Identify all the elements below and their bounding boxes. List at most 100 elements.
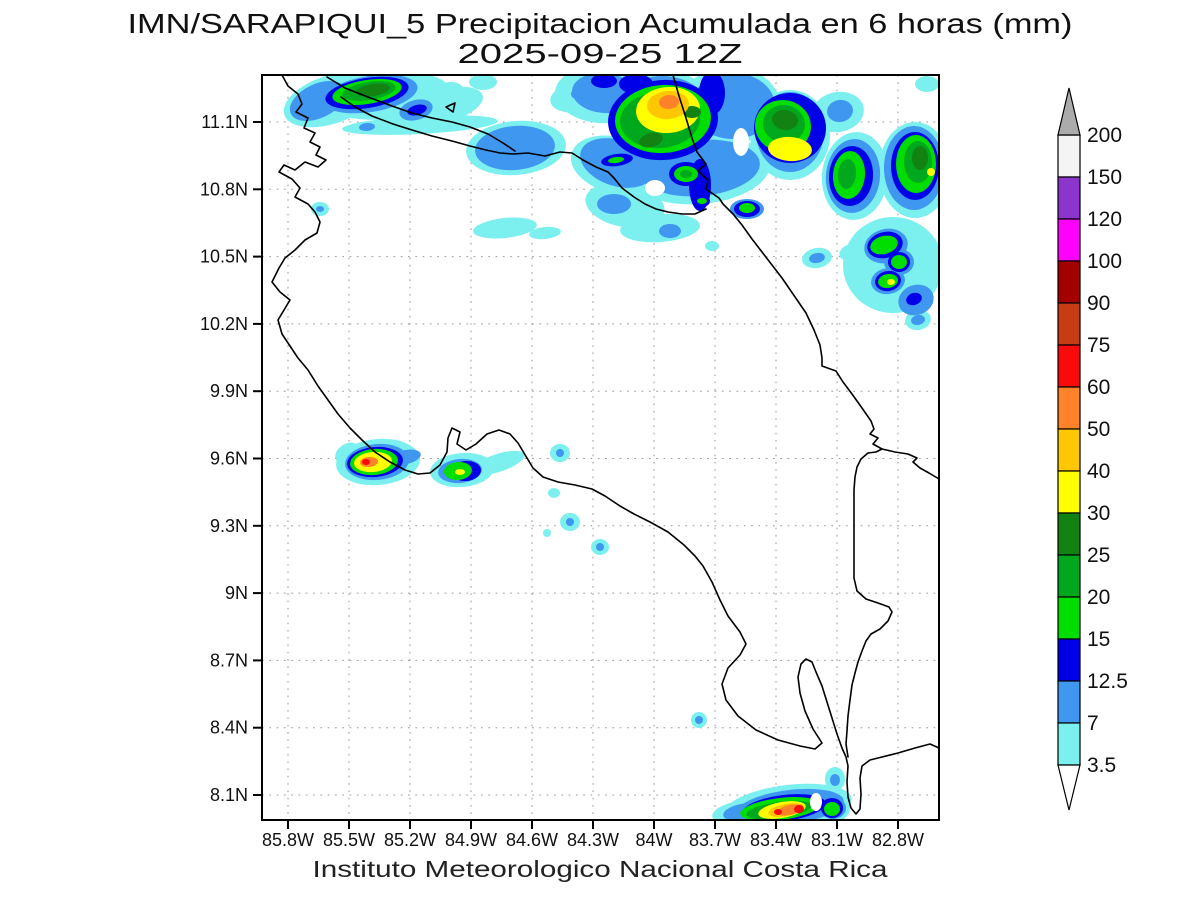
precip-contour-wh — [733, 128, 749, 156]
lat-tick-label: 11.1N — [201, 112, 248, 132]
precip-contour-rb — [830, 774, 840, 786]
precip-contour-wh — [645, 180, 665, 196]
lat-tick-label: 9.3N — [210, 516, 248, 536]
colorbar-segment — [1057, 554, 1081, 598]
colorbar-tick-label: 150 — [1087, 166, 1122, 189]
lat-tick-label: 9.9N — [210, 381, 248, 401]
coastline-path — [672, 75, 939, 480]
precip-contour-rb — [475, 125, 555, 171]
precip-contour-cy — [915, 76, 939, 92]
precip-contour-rb — [556, 449, 564, 457]
precip-contour-cy — [439, 82, 463, 96]
colorbar-segment — [1057, 302, 1081, 346]
colorbar-segment — [1057, 260, 1081, 304]
colorbar-segment — [1057, 680, 1081, 724]
precip-contour-rb — [596, 543, 604, 551]
footer-institution: Instituto Meteorologico Nacional Costa R… — [313, 856, 888, 882]
precip-contour-cy — [469, 75, 497, 90]
precip-contour-g2 — [837, 159, 857, 189]
precip-contour-cy — [473, 217, 537, 239]
precip-contour-g3 — [891, 255, 907, 269]
colorbar-tick-label: 30 — [1087, 502, 1110, 525]
lat-tick-label: 10.2N — [200, 314, 248, 334]
precip-contour-rb — [911, 314, 925, 326]
lon-tick-label: 85.8W — [262, 830, 314, 850]
lat-tick-label: 8.4N — [210, 718, 248, 738]
lat-tick-label: 8.7N — [210, 650, 248, 670]
precip-contour-cy — [839, 243, 863, 261]
precip-contour-g1 — [772, 109, 798, 131]
precip-contour-ye — [768, 136, 812, 162]
precip-contour-cy — [471, 450, 525, 476]
precip-contour-re — [794, 804, 804, 814]
longitude-axis-labels: 85.8W 85.5W 85.2W 84.9W 84.6W 84.3W 84W 83.7W 83… — [262, 830, 924, 850]
figure-subtitle-date: 2025-09-25 12Z — [458, 38, 743, 69]
colorbar-segment — [1057, 512, 1081, 556]
precip-contour-rb — [359, 122, 375, 132]
precip-contour-cy — [548, 488, 560, 498]
precip-contour-re — [362, 459, 370, 465]
precip-contour-rb — [695, 716, 703, 724]
precip-contour-cy — [543, 529, 551, 537]
colorbar-segment — [1057, 470, 1081, 514]
lon-tick-label: 83.1W — [811, 830, 863, 850]
colorbar-segment — [1057, 386, 1081, 430]
precip-contour-rb — [597, 194, 631, 214]
latitude-axis-labels: 11.1N 10.8N 10.5N 10.2N 9.9N 9.6N 9.3N 9N 8.7N 8.… — [200, 112, 248, 805]
precip-contour-db — [906, 292, 922, 306]
figure-title: IMN/SARAPIQUI_5 Precipitacion Acumulada … — [128, 8, 1073, 39]
colorbar-tick-label: 90 — [1087, 292, 1110, 315]
precip-contour-rb — [566, 518, 574, 526]
lat-tick-label: 10.5N — [200, 247, 248, 267]
coastline-path — [271, 75, 939, 815]
coastline-path — [340, 96, 707, 215]
precip-contour-rb — [316, 206, 324, 212]
colorbar-segment — [1057, 638, 1081, 682]
lon-tick-label: 84.9W — [445, 830, 497, 850]
precip-contour-rb — [809, 252, 825, 264]
colorbar-tick-label: 40 — [1087, 460, 1110, 483]
colorbar-segment — [1057, 218, 1081, 262]
lon-tick-label: 83.7W — [689, 830, 741, 850]
coastline-path — [445, 102, 456, 113]
coastlines — [271, 75, 939, 815]
precip-contour-wh — [810, 793, 822, 811]
colorbar-tick-label: 12.5 — [1087, 670, 1128, 693]
precip-contour-g3 — [697, 198, 707, 204]
coastline-path — [845, 448, 893, 758]
colorbar-tick-label: 120 — [1087, 208, 1122, 231]
colorbar-segment — [1057, 722, 1081, 766]
coastline-path — [326, 76, 516, 152]
lon-tick-label: 83.4W — [750, 830, 802, 850]
precip-contour-g3 — [608, 156, 624, 164]
lat-tick-label: 8.1N — [210, 785, 248, 805]
precip-contour-ye — [927, 168, 935, 176]
colorbar: 200 150 120 100 90 75 60 50 40 30 25 20 15 12.5 7 3.5 — [1057, 87, 1128, 811]
lat-tick-label: 9.6N — [210, 449, 248, 469]
colorbar-bottom-arrow — [1057, 764, 1081, 811]
lon-tick-label: 85.5W — [323, 830, 375, 850]
colorbar-tick-label: 60 — [1087, 376, 1110, 399]
precip-contour-cy — [705, 241, 719, 251]
precip-contour-rb — [659, 224, 681, 238]
precip-contour-ye — [455, 469, 465, 475]
axis-ticks — [253, 121, 899, 829]
colorbar-segment — [1057, 344, 1081, 388]
colorbar-tick-label: 3.5 — [1087, 754, 1116, 777]
lon-tick-label: 84W — [635, 830, 672, 850]
precip-contour-g1 — [639, 132, 663, 148]
lat-tick-label: 9N — [225, 583, 248, 603]
precip-contour-g2 — [680, 170, 692, 178]
precip-contour-cy — [529, 226, 561, 240]
colorbar-segment — [1057, 176, 1081, 220]
colorbar-segment — [1057, 596, 1081, 640]
precip-contour-g3 — [739, 203, 755, 213]
precip-contour-rb — [571, 88, 589, 100]
colorbar-segment — [1057, 134, 1081, 178]
colorbar-tick-label: 100 — [1087, 250, 1122, 273]
precip-contour-g3 — [824, 802, 840, 816]
colorbar-top-arrow — [1057, 87, 1081, 136]
precip-contour-db — [591, 75, 617, 88]
